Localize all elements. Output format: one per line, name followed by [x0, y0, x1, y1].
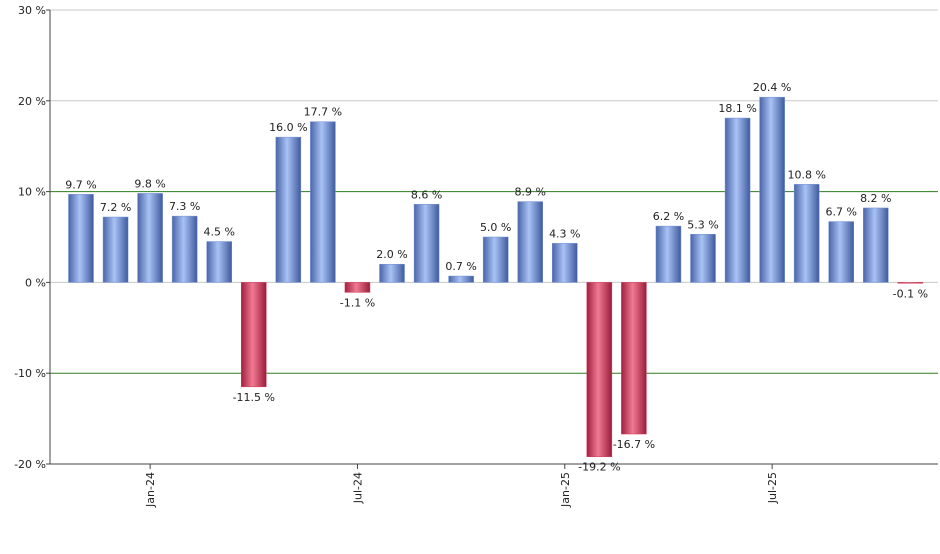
bar [655, 225, 682, 283]
x-tick-label: Jul-24 [351, 472, 364, 504]
value-label: 9.8 % [134, 177, 165, 190]
bar [759, 96, 785, 283]
bar [241, 282, 267, 388]
bar [275, 136, 302, 283]
bar [724, 117, 751, 283]
value-label: -0.1 % [893, 287, 928, 300]
value-label: 5.3 % [687, 218, 718, 231]
value-label: 5.0 % [480, 221, 511, 234]
value-label: 9.7 % [65, 178, 96, 191]
value-label: 7.2 % [100, 201, 131, 214]
bar [379, 263, 405, 283]
value-label: 6.2 % [653, 210, 684, 223]
value-label: 7.3 % [169, 200, 200, 213]
y-tick-label: 20 % [18, 95, 46, 108]
x-tick-label: Jul-25 [766, 472, 779, 504]
x-tick-label: Jan-24 [144, 472, 157, 508]
value-label: 0.7 % [445, 260, 476, 273]
x-tick-label: Jan-25 [559, 472, 572, 508]
y-tick-label: -10 % [14, 367, 46, 380]
value-label: 8.9 % [515, 186, 546, 199]
value-label: -16.7 % [613, 438, 655, 451]
y-tick-label: 0 % [25, 276, 46, 289]
bar [68, 194, 94, 283]
bar [137, 193, 163, 283]
y-tick-label: -20 % [14, 458, 46, 471]
bar [310, 121, 336, 283]
value-label: -11.5 % [233, 391, 275, 404]
value-label: 20.4 % [753, 81, 791, 94]
value-label: 8.2 % [860, 192, 891, 205]
bar [897, 282, 924, 284]
value-label: 6.7 % [826, 206, 857, 219]
value-label: -19.2 % [578, 461, 620, 474]
bar [482, 236, 509, 283]
value-label: 4.3 % [549, 227, 580, 240]
value-label: -1.1 % [340, 296, 375, 309]
bar [793, 184, 820, 283]
y-tick-label: 10 % [18, 186, 46, 199]
bar [621, 282, 647, 435]
bar [517, 201, 543, 283]
value-label: 10.8 % [787, 168, 825, 181]
bar [206, 241, 232, 283]
y-tick-label: 30 % [18, 4, 46, 17]
bar [690, 234, 716, 283]
bar [413, 204, 440, 283]
bar [586, 282, 613, 457]
value-label: 17.7 % [304, 106, 342, 119]
bar [552, 243, 578, 283]
value-label: 18.1 % [718, 102, 756, 115]
value-label: 2.0 % [376, 248, 407, 261]
bar [448, 275, 474, 283]
bar [863, 207, 889, 283]
bar [344, 282, 371, 293]
value-label: 8.6 % [411, 188, 442, 201]
bar [171, 215, 198, 283]
value-label: 4.5 % [203, 226, 234, 239]
bar [828, 221, 854, 283]
value-label: 16.0 % [269, 121, 307, 134]
bar [102, 216, 129, 283]
